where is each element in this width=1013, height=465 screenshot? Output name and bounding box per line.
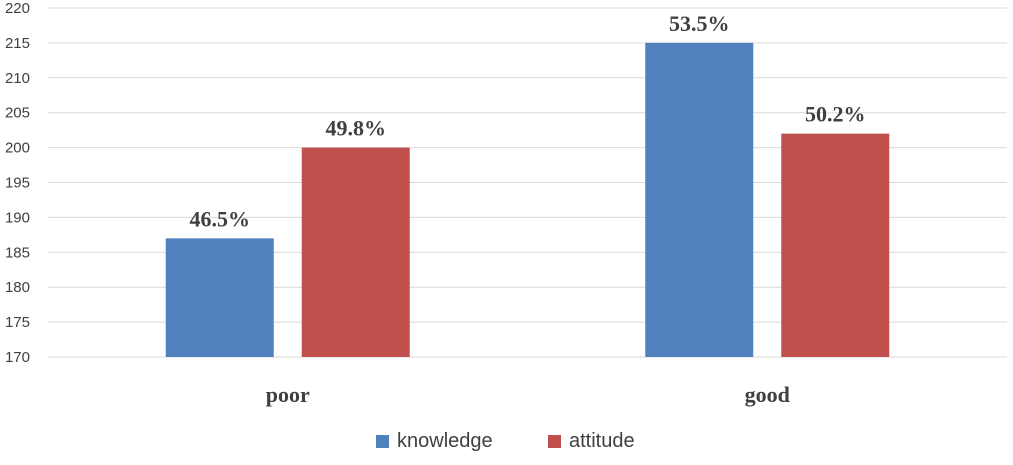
y-tick-label: 195 bbox=[5, 175, 30, 192]
y-tick-label: 185 bbox=[5, 244, 30, 261]
y-tick-label: 175 bbox=[5, 314, 30, 331]
data-label: 49.8% bbox=[326, 116, 387, 141]
y-tick-label: 220 bbox=[5, 0, 30, 17]
y-tick-label: 170 bbox=[5, 349, 30, 366]
y-tick-label: 200 bbox=[5, 140, 30, 157]
category-label: poor bbox=[266, 382, 310, 407]
legend-label-knowledge: knowledge bbox=[397, 430, 493, 452]
legend-label-attitude: attitude bbox=[569, 430, 635, 452]
bar-knowledge-good bbox=[645, 42, 754, 358]
bar-knowledge-poor bbox=[165, 238, 274, 357]
data-label: 50.2% bbox=[805, 102, 866, 127]
y-tick-label: 210 bbox=[5, 70, 30, 87]
data-label: 46.5% bbox=[190, 206, 251, 231]
bars bbox=[165, 42, 890, 358]
legend: knowledge attitude bbox=[376, 430, 635, 452]
legend-swatch-attitude bbox=[548, 435, 561, 448]
data-labels: 46.5% 49.8% 53.5% 50.2% bbox=[190, 11, 866, 231]
y-tick-label: 215 bbox=[5, 35, 30, 52]
legend-swatch-knowledge bbox=[376, 435, 389, 448]
y-tick-label: 180 bbox=[5, 279, 30, 296]
data-label: 53.5% bbox=[669, 11, 730, 36]
y-tick-label: 190 bbox=[5, 209, 30, 226]
y-tick-label: 205 bbox=[5, 105, 30, 122]
category-labels: poor good bbox=[266, 382, 790, 407]
y-axis-ticks: 170 175 180 185 190 195 200 205 210 215 220 bbox=[5, 0, 30, 366]
bar-attitude-poor bbox=[301, 147, 410, 357]
bar-attitude-good bbox=[781, 133, 890, 357]
category-label: good bbox=[745, 382, 790, 407]
